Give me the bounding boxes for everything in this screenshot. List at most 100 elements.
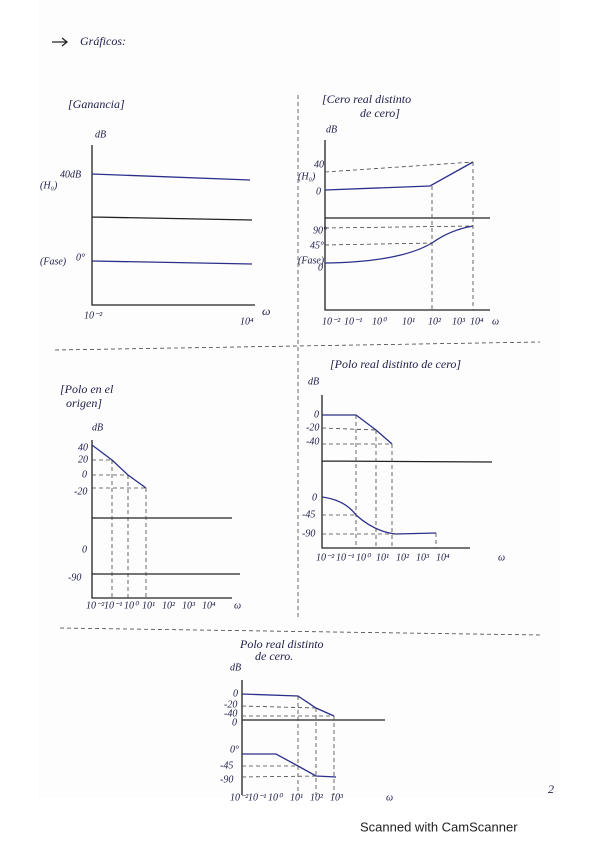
- arrow: [52, 37, 69, 47]
- y-label: 45°: [310, 240, 324, 251]
- x-label: 10¹: [142, 600, 155, 611]
- y-label: -20: [306, 422, 319, 433]
- y-label: 0°: [76, 252, 85, 263]
- y-label: -40: [306, 436, 319, 447]
- panel-title: [Ganancia]: [68, 97, 125, 111]
- y-label: 0: [82, 544, 87, 555]
- y-label: 0: [318, 262, 323, 273]
- panel-polo-origen: [Polo en el origen] dB 40 20 0 -20 0 -90…: [60, 382, 241, 612]
- header-title: Gráficos:: [80, 34, 126, 48]
- panel-polo-real: [Polo real distinto de cero] dB 0 -20 -4…: [302, 357, 505, 564]
- x-label: 10⁻²: [322, 316, 341, 327]
- x-label: ω: [492, 316, 499, 327]
- panel-ganancia: [Ganancia] dB 40dB (H₀) (Fase) 0° 10⁻² 1…: [40, 97, 270, 328]
- curve: [91, 444, 147, 489]
- x-label: 10⁴: [202, 600, 216, 611]
- guide: [321, 415, 437, 548]
- guide: [92, 459, 147, 598]
- panel-title: [Cero real distinto: [322, 92, 411, 106]
- x-label: 10³: [452, 316, 466, 327]
- axes: [321, 395, 493, 549]
- y-label: 20: [78, 454, 88, 465]
- x-label: 10³: [330, 792, 344, 803]
- y-label: 0°: [230, 744, 239, 755]
- y-label: dB: [92, 422, 103, 433]
- footer: Scanned with CamScanner: [360, 819, 518, 834]
- y-label: (H₀): [298, 171, 316, 182]
- panel-polo-real-2: Polo real distinto de cero. dB 0 -20 -40…: [220, 637, 393, 804]
- x-label: 10⁻¹: [344, 316, 362, 327]
- paper: [38, 0, 560, 798]
- x-label: 10³: [182, 600, 196, 611]
- y-label: -20: [224, 699, 237, 710]
- x-label: 10⁻¹: [248, 792, 266, 803]
- y-label: (Fase): [298, 255, 325, 266]
- x-label: 10¹: [402, 316, 415, 327]
- x-label: ω: [234, 600, 241, 611]
- y-label: 0: [233, 688, 238, 699]
- x-label: 10⁰: [268, 792, 284, 803]
- y-label: 0: [316, 186, 321, 197]
- page-number: 2: [548, 782, 554, 796]
- y-label: 40: [314, 159, 324, 170]
- y-label: 0: [314, 409, 319, 420]
- panel-title: [Polo real distinto de cero]: [330, 357, 461, 371]
- y-label: dB: [230, 662, 241, 673]
- x-label: 10⁰: [372, 316, 388, 327]
- y-label: -90: [302, 528, 315, 539]
- x-label: 10⁰: [124, 600, 140, 611]
- y-label: (Fase): [40, 256, 67, 267]
- divider: [59, 627, 541, 636]
- x-label: ω: [262, 304, 270, 318]
- y-label: 90°: [313, 225, 327, 236]
- x-label: 10⁻²: [230, 792, 249, 803]
- y-label: 0: [232, 717, 237, 728]
- axes: [324, 140, 490, 311]
- x-label: 10¹: [290, 792, 303, 803]
- panel-title: de cero.: [255, 649, 293, 663]
- x-label: 10⁻²: [316, 552, 335, 563]
- y-label: 0: [312, 492, 317, 503]
- x-label: 10²: [162, 600, 176, 611]
- x-label: 10³: [416, 552, 430, 563]
- y-label: 40: [78, 442, 88, 453]
- y-label: dB: [308, 376, 319, 387]
- panel-title: [Polo en el: [60, 382, 114, 396]
- x-label: 10⁴: [436, 552, 450, 563]
- y-label: -90: [220, 774, 233, 785]
- y-label: dB: [326, 124, 337, 135]
- x-label: 10⁴: [470, 316, 484, 327]
- x-label: 10⁻²: [84, 310, 103, 321]
- guide: [241, 696, 335, 795]
- divider: [54, 341, 541, 351]
- y-label: -90: [68, 572, 81, 583]
- x-label: 10²: [396, 552, 410, 563]
- x-label: 10⁻¹: [336, 552, 354, 563]
- axes: [241, 680, 385, 795]
- panel-title: de cero]: [360, 106, 400, 120]
- panel-title: origen]: [66, 396, 102, 410]
- x-label: ω: [386, 792, 393, 803]
- x-label: 10²: [310, 792, 324, 803]
- y-label: dB: [95, 129, 106, 140]
- y-label: -40: [224, 708, 237, 719]
- panel-title: Polo real distinto: [239, 637, 324, 651]
- y-label: (H₀): [40, 180, 58, 191]
- x-label: 10¹: [376, 552, 389, 563]
- x-label: ω: [498, 552, 505, 563]
- y-label: -20: [74, 486, 87, 497]
- curve: [324, 161, 474, 264]
- y-label: 40dB: [60, 169, 81, 180]
- x-label: 10⁻²: [86, 600, 105, 611]
- x-label: 10⁰: [356, 552, 372, 563]
- x-label: 10⁻¹: [104, 600, 122, 611]
- x-label: 10⁴: [240, 316, 254, 327]
- axes: [91, 145, 255, 306]
- y-label: -45: [302, 509, 315, 520]
- y-label: -45: [220, 760, 233, 771]
- x-label: 10²: [428, 316, 442, 327]
- y-label: 0: [82, 469, 87, 480]
- curve: [91, 173, 253, 265]
